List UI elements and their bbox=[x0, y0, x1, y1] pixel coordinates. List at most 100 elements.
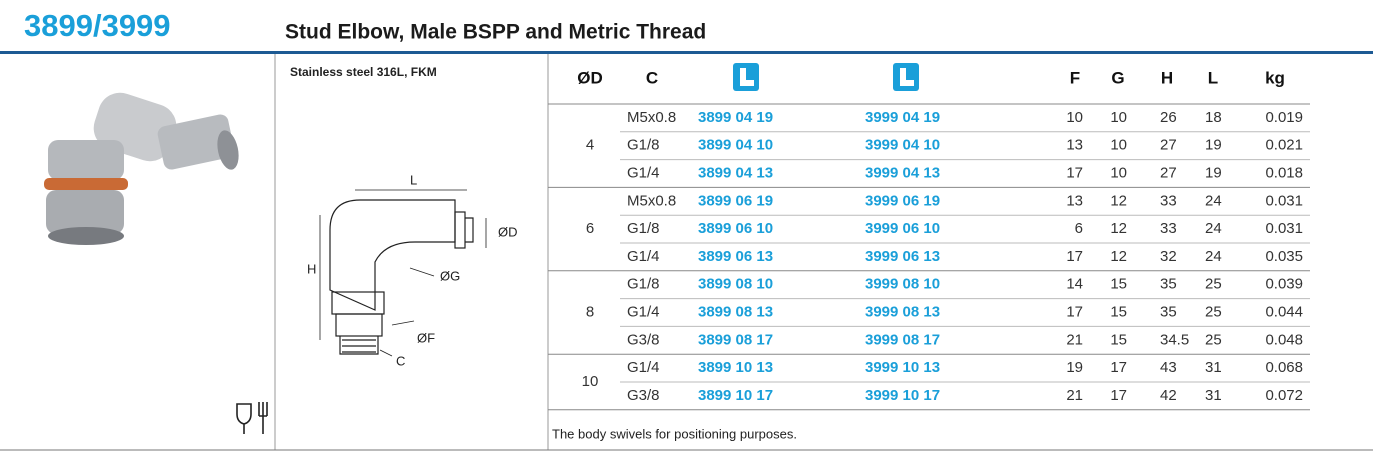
material: Stainless steel 316L, FKM bbox=[290, 65, 437, 79]
table-cell: 17 bbox=[1066, 164, 1083, 181]
table-cell: 34.5 bbox=[1160, 331, 1189, 348]
column-icon bbox=[733, 63, 759, 91]
table-cell: G1/8 bbox=[627, 137, 660, 154]
table-cell: 14 bbox=[1066, 276, 1083, 293]
column-header: G bbox=[1111, 68, 1124, 87]
od-cell: 4 bbox=[586, 137, 594, 154]
table-cell: M5x0.8 bbox=[627, 109, 676, 126]
column-header: L bbox=[1208, 68, 1218, 87]
table-cell: 27 bbox=[1160, 137, 1177, 154]
od-cell: 10 bbox=[582, 373, 599, 390]
order-code: 3899 08 10 bbox=[698, 276, 773, 293]
table-cell: 19 bbox=[1205, 164, 1222, 181]
order-code: 3999 06 10 bbox=[865, 220, 940, 237]
table-cell: 15 bbox=[1110, 331, 1127, 348]
order-code: 3899 10 13 bbox=[698, 359, 773, 376]
table-cell: 12 bbox=[1110, 248, 1127, 265]
table-cell: 33 bbox=[1160, 220, 1177, 237]
table-cell: 10 bbox=[1110, 164, 1127, 181]
table-cell: 0.021 bbox=[1265, 137, 1303, 154]
column-icon bbox=[893, 63, 919, 91]
order-code: 3999 08 10 bbox=[865, 276, 940, 293]
table-cell: 19 bbox=[1205, 137, 1222, 154]
table-cell: M5x0.8 bbox=[627, 192, 676, 209]
table-cell: G3/8 bbox=[627, 387, 660, 404]
table-cell: 10 bbox=[1110, 137, 1127, 154]
table-cell: 24 bbox=[1205, 248, 1222, 265]
dim-f: ØF bbox=[417, 330, 435, 345]
table-cell: 12 bbox=[1110, 220, 1127, 237]
order-code: 3999 08 17 bbox=[865, 331, 940, 348]
table-cell: 32 bbox=[1160, 248, 1177, 265]
dim-h: H bbox=[307, 261, 316, 276]
column-header: C bbox=[646, 68, 658, 87]
table-cell: 24 bbox=[1205, 220, 1222, 237]
table-cell: 0.031 bbox=[1265, 192, 1303, 209]
subtitle: Stud Elbow, Male BSPP and Metric Thread bbox=[285, 21, 706, 44]
table-cell: 25 bbox=[1205, 303, 1222, 320]
table-cell: 6 bbox=[1075, 220, 1083, 237]
technical-drawing bbox=[319, 189, 487, 357]
od-cell: 6 bbox=[586, 220, 594, 237]
order-code: 3999 06 13 bbox=[865, 248, 940, 265]
table-cell: G1/4 bbox=[627, 303, 660, 320]
table-cell: 19 bbox=[1066, 359, 1083, 376]
table-cell: 33 bbox=[1160, 192, 1177, 209]
table-cell: 21 bbox=[1066, 387, 1083, 404]
table-cell: 43 bbox=[1160, 359, 1177, 376]
order-code: 3899 06 10 bbox=[698, 220, 773, 237]
food-icon bbox=[236, 402, 268, 434]
column-header: ØD bbox=[577, 68, 603, 87]
table-cell: 15 bbox=[1110, 303, 1127, 320]
table-cell: 31 bbox=[1205, 359, 1222, 376]
table-cell: 17 bbox=[1066, 303, 1083, 320]
table-cell: 10 bbox=[1110, 109, 1127, 126]
table-cell: G1/4 bbox=[627, 359, 660, 376]
table-cell: 21 bbox=[1066, 331, 1083, 348]
table-cell: 0.072 bbox=[1265, 387, 1303, 404]
order-code: 3899 08 17 bbox=[698, 331, 773, 348]
table-cell: 0.035 bbox=[1265, 248, 1303, 265]
order-code: 3899 04 13 bbox=[698, 164, 773, 181]
table-cell: 35 bbox=[1160, 276, 1177, 293]
order-code: 3999 06 19 bbox=[865, 192, 940, 209]
table-cell: 27 bbox=[1160, 164, 1177, 181]
order-code: 3899 04 10 bbox=[698, 137, 773, 154]
dim-g: ØG bbox=[440, 268, 460, 283]
table-cell: 25 bbox=[1205, 331, 1222, 348]
table-cell: G1/8 bbox=[627, 220, 660, 237]
table-cell: 31 bbox=[1205, 387, 1222, 404]
order-code: 3899 10 17 bbox=[698, 387, 773, 404]
order-code: 3999 04 19 bbox=[865, 109, 940, 126]
header-rule bbox=[0, 51, 1373, 54]
product-photo bbox=[44, 92, 239, 245]
table-cell: 15 bbox=[1110, 276, 1127, 293]
order-code: 3899 04 19 bbox=[698, 109, 773, 126]
table-cell: 17 bbox=[1066, 248, 1083, 265]
order-code: 3999 08 13 bbox=[865, 303, 940, 320]
table-cell: 13 bbox=[1066, 192, 1083, 209]
dim-d: ØD bbox=[498, 224, 518, 239]
od-cell: 8 bbox=[586, 303, 594, 320]
table-cell: 18 bbox=[1205, 109, 1222, 126]
table-cell: 25 bbox=[1205, 276, 1222, 293]
table-cell: 24 bbox=[1205, 192, 1222, 209]
table-cell: 42 bbox=[1160, 387, 1177, 404]
column-header: F bbox=[1070, 68, 1080, 87]
order-code: 3999 04 10 bbox=[865, 137, 940, 154]
table-cell: G1/4 bbox=[627, 164, 660, 181]
dim-l: L bbox=[410, 172, 417, 187]
order-code: 3999 10 13 bbox=[865, 359, 940, 376]
order-code: 3899 06 13 bbox=[698, 248, 773, 265]
order-code: 3899 06 19 bbox=[698, 192, 773, 209]
order-code: 3999 10 17 bbox=[865, 387, 940, 404]
table-cell: 17 bbox=[1110, 359, 1127, 376]
table-cell: 0.048 bbox=[1265, 331, 1303, 348]
table-cell: 13 bbox=[1066, 137, 1083, 154]
table-cell: 0.019 bbox=[1265, 109, 1303, 126]
table-cell: 0.018 bbox=[1265, 164, 1303, 181]
table-cell: 0.031 bbox=[1265, 220, 1303, 237]
order-code: 3999 04 13 bbox=[865, 164, 940, 181]
